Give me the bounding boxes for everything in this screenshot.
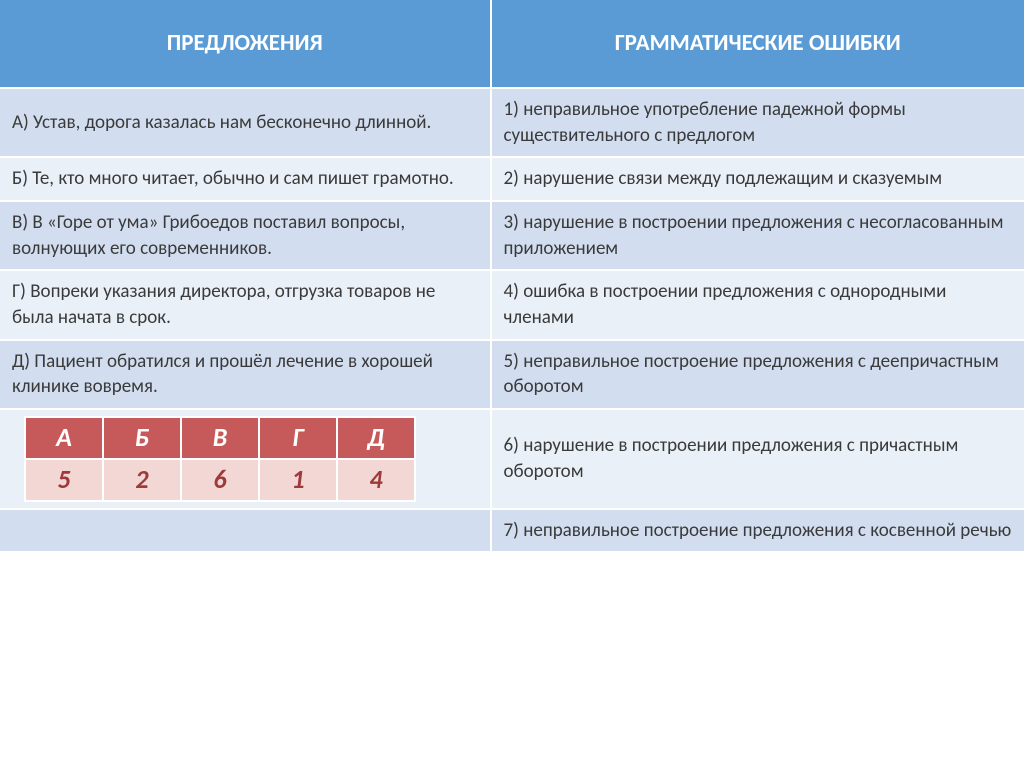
table-row: 7) неправильное построение предложения с… (0, 510, 1024, 554)
answer-letter: Г (259, 417, 337, 459)
table-row-answers: А Б В Г Д 5 2 6 1 4 6) нарушение в постр… (0, 410, 1024, 510)
header-row: ПРЕДЛОЖЕНИЯ ГРАММАТИЧЕСКИЕ ОШИБКИ (0, 0, 1024, 89)
sentence-cell: Б) Те, кто много читает, обычно и сам пи… (0, 158, 492, 200)
table-row: А) Устав, дорога казалась нам бесконечно… (0, 89, 1024, 158)
error-cell: 5) неправильное построение предложения с… (492, 341, 1024, 408)
header-right: ГРАММАТИЧЕСКИЕ ОШИБКИ (492, 0, 1024, 87)
answer-letter: Д (337, 417, 415, 459)
answer-value: 2 (103, 459, 181, 501)
answer-value: 5 (25, 459, 103, 501)
error-cell: 1) неправильное употребление падежной фо… (492, 89, 1024, 156)
answer-value: 6 (181, 459, 259, 501)
error-cell: 6) нарушение в построении предложения с … (492, 410, 1024, 508)
answer-cell: А Б В Г Д 5 2 6 1 4 (0, 410, 492, 508)
sentence-cell: Г) Вопреки указания директора, отгрузка … (0, 271, 492, 338)
answer-letter: В (181, 417, 259, 459)
answer-table: А Б В Г Д 5 2 6 1 4 (24, 416, 416, 502)
answer-letter: А (25, 417, 103, 459)
error-cell: 3) нарушение в построении предложения с … (492, 202, 1024, 269)
grammar-table: ПРЕДЛОЖЕНИЯ ГРАММАТИЧЕСКИЕ ОШИБКИ А) Уст… (0, 0, 1024, 768)
table-row: Б) Те, кто много читает, обычно и сам пи… (0, 158, 1024, 202)
empty-cell (0, 510, 492, 552)
table-row: Г) Вопреки указания директора, отгрузка … (0, 271, 1024, 340)
table-row: Д) Пациент обратился и прошёл лечение в … (0, 341, 1024, 410)
answer-letter: Б (103, 417, 181, 459)
answer-value: 1 (259, 459, 337, 501)
answer-value: 4 (337, 459, 415, 501)
sentence-cell: Д) Пациент обратился и прошёл лечение в … (0, 341, 492, 408)
sentence-cell: В) В «Горе от ума» Грибоедов поставил во… (0, 202, 492, 269)
error-cell: 7) неправильное построение предложения с… (492, 510, 1024, 552)
error-cell: 4) ошибка в построении предложения с одн… (492, 271, 1024, 338)
table-row: В) В «Горе от ума» Грибоедов поставил во… (0, 202, 1024, 271)
header-left: ПРЕДЛОЖЕНИЯ (0, 0, 492, 87)
sentence-cell: А) Устав, дорога казалась нам бесконечно… (0, 89, 492, 156)
error-cell: 2) нарушение связи между подлежащим и ск… (492, 158, 1024, 200)
